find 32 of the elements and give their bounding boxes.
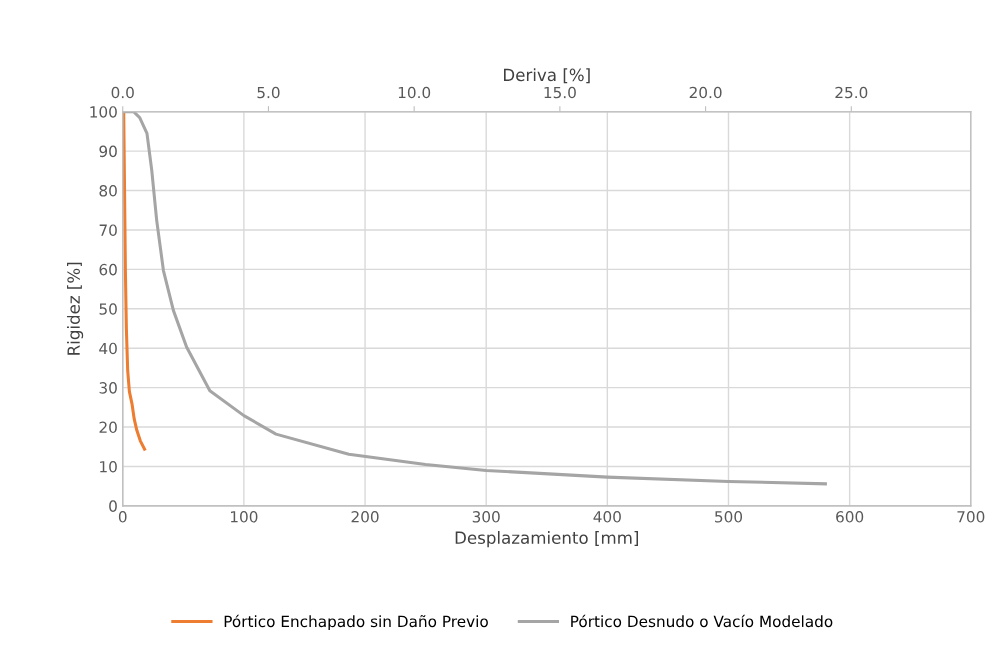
x-tick-label: 700 <box>957 511 985 523</box>
legend-label: Pórtico Desnudo o Vacío Modelado <box>571 614 833 628</box>
y-tick-label: 50 <box>99 303 117 315</box>
y-tick-label: 70 <box>99 224 117 236</box>
x-tick-label: 300 <box>472 511 500 523</box>
y-tick-label: 100 <box>90 106 117 118</box>
line-series <box>122 111 147 451</box>
x-tick-label: 0 <box>118 511 127 523</box>
x-tick-label: 200 <box>351 511 379 523</box>
x-axis-title: Desplazamiento [mm] <box>455 531 638 548</box>
y-tick-label: 90 <box>99 145 117 158</box>
y-tick-label: 10 <box>100 460 117 473</box>
x2-tick-label: 15.0 <box>544 86 576 99</box>
x-tick-label: 500 <box>715 511 743 523</box>
x-tick-label: 100 <box>230 511 258 523</box>
y-tick-label: 80 <box>99 185 117 197</box>
x2-axis-title: Deriva [%] <box>504 68 590 84</box>
x2-tick-label: 5.0 <box>257 86 280 99</box>
x2-tick-label: 0.0 <box>111 86 134 99</box>
legend-label: Pórtico Enchapado sin Daño Previo <box>224 614 488 631</box>
y-tick-label: 40 <box>99 342 117 355</box>
y-axis-title: Rigidez [%] <box>67 262 84 355</box>
x-tick-label: 600 <box>836 511 864 523</box>
x-tick-label: 400 <box>593 511 621 523</box>
y-tick-label: 0 <box>109 500 117 512</box>
y-tick-label: 30 <box>99 382 117 394</box>
x2-tick-label: 20.0 <box>689 86 722 99</box>
y-tick-label: 20 <box>99 421 117 434</box>
line-series <box>123 111 827 486</box>
x2-tick-label: 25.0 <box>835 86 868 99</box>
x2-tick-label: 10.0 <box>398 86 431 99</box>
y-tick-label: 60 <box>99 263 117 276</box>
